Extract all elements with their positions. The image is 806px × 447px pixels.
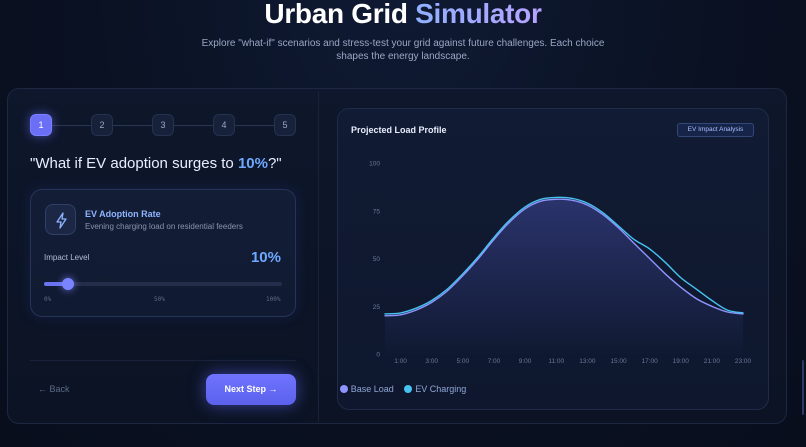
title-accent: Simulator bbox=[415, 0, 542, 29]
step-connector bbox=[173, 125, 223, 126]
x-tick-label: 5:00 bbox=[456, 358, 469, 365]
ev-impact-badge[interactable]: EV Impact Analysis bbox=[677, 123, 754, 137]
step-connector bbox=[52, 125, 102, 126]
y-tick-label: 50 bbox=[373, 256, 381, 263]
page-title: Urban Grid Simulator bbox=[0, 0, 806, 30]
x-tick-label: 3:00 bbox=[425, 358, 438, 365]
question-value: 10% bbox=[237, 155, 268, 172]
step-4[interactable]: 4 bbox=[213, 114, 235, 136]
card-title: EV Adoption Rate bbox=[85, 209, 161, 219]
x-tick-label: 7:00 bbox=[488, 358, 501, 365]
step-2[interactable]: 2 bbox=[91, 114, 113, 136]
x-tick-label: 17:00 bbox=[641, 358, 658, 365]
x-tick-label: 19:00 bbox=[673, 358, 690, 365]
page-subtitle: Explore "what-if" scenarios and stress-t… bbox=[201, 38, 605, 62]
x-tick-label: 15:00 bbox=[610, 358, 627, 365]
base-load-area bbox=[385, 199, 743, 354]
nav-divider bbox=[30, 360, 296, 361]
ev-charging-line bbox=[384, 196, 744, 315]
slider-tick-mid: 50% bbox=[154, 296, 165, 303]
lightning-bolt-icon bbox=[45, 204, 76, 235]
scenario-question: "What if EV adoption surges to 10%?" bbox=[30, 155, 282, 172]
next-step-button[interactable]: Next Step → bbox=[206, 374, 296, 405]
y-tick-label: 100 bbox=[369, 161, 380, 168]
x-tick-label: 23:00 bbox=[735, 358, 752, 365]
base-load-line bbox=[384, 198, 744, 317]
step-1[interactable]: 1 bbox=[30, 114, 52, 136]
question-suffix: ?" bbox=[267, 155, 282, 172]
step-5[interactable]: 5 bbox=[274, 114, 296, 136]
legend-dot bbox=[404, 385, 413, 393]
legend-dot bbox=[339, 385, 348, 393]
slider-tick-max: 100% bbox=[266, 296, 281, 303]
legend-label: Base Load bbox=[350, 384, 394, 394]
x-tick-label: 11:00 bbox=[548, 358, 564, 365]
load-profile-chart: 0 25 50 75 100 1:00 3:00 5:00 7:00 9:00 11:00 13:00… bbox=[369, 161, 752, 366]
y-tick-label: 0 bbox=[376, 352, 380, 359]
slider-fill bbox=[44, 282, 68, 286]
legend-label: EV Charging bbox=[415, 384, 467, 394]
legend-item-base-load[interactable]: Base Load bbox=[339, 384, 394, 394]
impact-value: 10% bbox=[250, 249, 281, 266]
impact-label: Impact Level bbox=[44, 253, 90, 262]
y-tick-label: 25 bbox=[373, 304, 381, 311]
step-connector bbox=[235, 125, 285, 126]
x-tick-label: 9:00 bbox=[519, 358, 532, 365]
step-3[interactable]: 3 bbox=[152, 114, 174, 136]
x-tick-label: 21:00 bbox=[704, 358, 721, 365]
slider-thumb[interactable] bbox=[61, 278, 74, 290]
panel-divider bbox=[318, 92, 319, 422]
impact-slider[interactable] bbox=[44, 278, 282, 290]
stepper: 1 2 3 4 5 bbox=[30, 114, 296, 136]
step-connector bbox=[113, 125, 162, 126]
scenario-card: EV Adoption Rate Evening charging load o… bbox=[30, 189, 296, 317]
title-main: Urban Grid bbox=[264, 0, 408, 29]
legend-item-ev-charging[interactable]: EV Charging bbox=[404, 384, 466, 394]
slider-tick-min: 0% bbox=[44, 296, 52, 303]
card-subtitle: Evening charging load on residential fee… bbox=[85, 222, 243, 231]
question-prefix: "What if EV adoption surges to bbox=[30, 155, 238, 172]
x-tick-label: 1:00 bbox=[394, 358, 407, 365]
chart-title: Projected Load Profile bbox=[351, 125, 447, 135]
scrollbar[interactable] bbox=[802, 360, 804, 415]
x-tick-label: 13:00 bbox=[579, 358, 596, 365]
chart-legend: Base Load EV Charging bbox=[0, 384, 806, 394]
back-button[interactable]: ← Back bbox=[38, 384, 70, 394]
y-tick-label: 75 bbox=[373, 208, 381, 215]
